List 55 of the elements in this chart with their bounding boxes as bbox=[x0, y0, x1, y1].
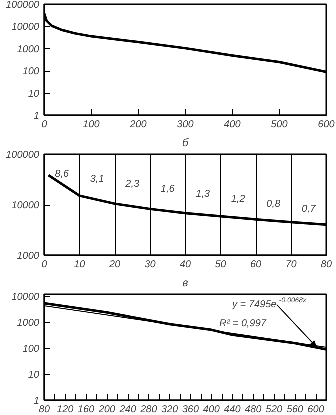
x-tick-label: 120 bbox=[57, 404, 74, 415]
y-tick-label: 1000 bbox=[17, 251, 40, 262]
x-tick-label: 520 bbox=[266, 404, 284, 415]
y-tick-label: 10 bbox=[28, 88, 40, 100]
x-tick-label: 280 bbox=[140, 404, 158, 415]
x-tick-label: 160 bbox=[78, 404, 96, 415]
y-tick-label: 10000 bbox=[12, 292, 40, 304]
x-tick-label: 80 bbox=[320, 260, 332, 270]
x-tick-label: 70 bbox=[286, 260, 298, 270]
y-tick-label: 100 bbox=[22, 66, 40, 78]
x-tick-label: 10 bbox=[74, 260, 86, 270]
x-tick-label: 60 bbox=[250, 260, 262, 270]
y-tick-label: 100 bbox=[22, 344, 40, 356]
x-tick-label: 20 bbox=[108, 260, 121, 270]
y-tick-label: 1 bbox=[34, 396, 40, 407]
x-tick-label: 30 bbox=[144, 260, 156, 270]
x-tick-label: 200 bbox=[129, 120, 148, 130]
annotation: R² = 0,997 bbox=[220, 318, 267, 330]
y-tick-label: 1000 bbox=[17, 318, 40, 330]
x-tick-label: 440 bbox=[224, 404, 242, 415]
x-tick-label: 40 bbox=[180, 260, 192, 270]
x-tick-label: 480 bbox=[245, 404, 262, 415]
x-tick-label: 600 bbox=[318, 120, 336, 130]
x-tick-label: 100 bbox=[83, 120, 100, 130]
annotation: 1,6 bbox=[160, 184, 176, 195]
y-tick-label: 10000 bbox=[12, 200, 40, 212]
x-tick-label: 50 bbox=[215, 260, 227, 270]
x-tick-label: 0 bbox=[42, 260, 48, 270]
x-tick-label: 80 bbox=[38, 404, 50, 415]
x-tick-label: 320 bbox=[161, 404, 179, 415]
x-tick-label: 360 bbox=[182, 404, 200, 415]
x-tick-label: 300 bbox=[177, 120, 194, 130]
x-tick-label: 400 bbox=[203, 404, 220, 415]
x-tick-label: 240 bbox=[118, 404, 137, 415]
y-tick-label: 1000 bbox=[17, 44, 40, 56]
annotation: 8,6 bbox=[55, 169, 70, 180]
annotation: 0,7 bbox=[302, 204, 316, 215]
x-tick-label: 600 bbox=[308, 404, 325, 415]
x-tick-label: 200 bbox=[98, 404, 116, 415]
chart-title: в bbox=[182, 278, 189, 290]
chart-title: б bbox=[182, 138, 190, 150]
annotation: 0,8 bbox=[266, 199, 282, 210]
x-tick-label: 560 bbox=[286, 404, 304, 415]
y-tick-label: 1 bbox=[34, 111, 40, 122]
annotation: 1,3 bbox=[196, 189, 211, 200]
y-tick-label: 10000 bbox=[12, 22, 40, 34]
y-tick-label: 100000 bbox=[6, 0, 40, 11]
x-tick-label: 0 bbox=[42, 120, 48, 130]
x-tick-label: 400 bbox=[224, 120, 242, 130]
y-tick-label: 10 bbox=[28, 370, 40, 382]
y-tick-label: 100000 bbox=[6, 150, 40, 161]
annotation: 3,1 bbox=[90, 174, 104, 185]
annotation: 2,3 bbox=[124, 179, 140, 190]
annotation: 1,2 bbox=[231, 194, 246, 205]
x-tick-label: 500 bbox=[271, 120, 288, 130]
